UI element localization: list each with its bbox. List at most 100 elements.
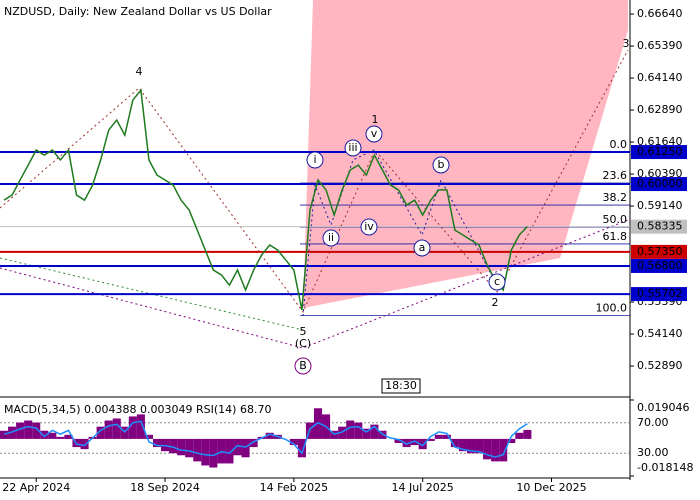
wave-label: B [299,359,307,372]
wave-label: 2 [492,296,499,309]
macd-bar [48,432,57,439]
wave-label: v [371,127,378,140]
y-tick-label: 0.60390 [637,167,683,180]
time-box [381,378,421,394]
level-tag [631,145,687,160]
x-tick-label: 14 Jul 2025 [392,481,454,494]
annotation-circle [344,139,362,157]
level-label: 0.61250 [637,145,683,158]
macd-bar [128,416,137,439]
x-tick-label: 18 Sep 2024 [130,481,200,494]
indicator-label: MACD(5,34,5) 0.004388 0.003049 RSI(14) 6… [4,403,271,416]
x-tick-label: 10 Dec 2025 [516,481,586,494]
macd-bar [434,434,443,439]
fib-label: 23.6 [603,169,628,182]
macd-bar [104,420,113,439]
level-tag [631,219,687,234]
annotation-circle [306,151,324,169]
annotation-circle [294,357,312,375]
y-tick-label: 0.59140 [637,199,683,212]
macd-bar [24,420,33,439]
macd-bar [338,426,347,439]
fib-label: 61.8 [603,230,628,243]
macd-bar [40,430,49,439]
macd-bar [426,438,435,441]
macd-bar [152,438,162,448]
y-tick-label: 0.62890 [637,103,683,116]
macd-bar [169,438,178,454]
macd-bar [458,438,467,452]
x-tick-label: 14 Feb 2025 [260,481,328,494]
macd-bar [354,422,363,439]
wave-label: iv [364,220,374,233]
macd-bar [507,438,516,444]
annotation-circle [488,273,506,291]
wave-label: ii [328,231,334,244]
wave-label: a [419,241,426,254]
macd-bar [265,432,274,439]
rsi-tick-label: 30.00 [637,446,669,459]
wave-label: c [494,275,500,288]
macd-bar [185,438,194,458]
macd-bar [209,438,218,468]
macd-bar [483,438,492,460]
fib-label: 100.0 [596,302,628,315]
macd-bar [450,438,459,448]
macd-bar [410,438,419,446]
macd-bar [523,429,532,439]
wave-label: 5 [300,325,307,338]
wave-label: 3 [623,37,630,50]
macd-bar [289,438,298,446]
level-label: 0.58335 [637,220,683,233]
price-line [3,88,528,311]
chart-title: NZDUSD, Daily: New Zealand Dollar vs US … [4,5,272,18]
level-tag [631,244,687,259]
wave-label: b [438,158,445,171]
level-label: 0.57350 [637,245,683,258]
time-label: 18:30 [385,379,417,392]
annotation-circle [322,229,340,247]
macd-bar [491,438,500,462]
macd-bar [475,438,484,454]
macd-bar [241,438,250,458]
macd-bar [499,438,508,462]
target-zone [303,0,628,308]
level-label: 0.60000 [637,177,683,190]
y-tick-label: 0.61640 [637,135,683,148]
macd-bar [466,438,476,454]
macd-bar [56,436,65,439]
macd-bar [144,434,153,439]
macd-bar [193,438,202,462]
macd-bar [16,422,25,439]
macd-bar [362,428,371,439]
macd-bar [442,434,451,439]
macd-bar [297,438,306,458]
level-label: 0.55702 [637,287,683,300]
fib-label: 38.2 [603,191,628,204]
wave-label: iii [348,141,357,154]
annotation-circle [432,156,450,174]
macd-bar [96,426,105,439]
macd-tick-label: -0.018148 [637,461,693,474]
y-tick-label: 0.65390 [637,39,683,52]
wave-label: 4 [136,65,143,78]
level-tag [631,287,687,302]
macd-bar [370,424,379,439]
y-tick-label: 0.64140 [637,71,683,84]
fib-label: 50.0 [603,213,628,226]
rsi-line [3,420,528,458]
level-tag [631,258,687,273]
macd-bar [0,430,9,439]
annotation-circle [360,218,378,236]
macd-bar [8,426,17,439]
macd-bar [177,438,186,456]
y-tick-label: 0.52890 [637,359,683,372]
x-tick-label: 22 Apr 2024 [2,481,70,494]
annotation-circle [413,239,431,257]
macd-bar [418,438,427,450]
macd-bar [32,422,41,439]
macd-bar [201,438,210,466]
wave-label: (C) [295,337,311,350]
macd-bar [249,438,258,448]
